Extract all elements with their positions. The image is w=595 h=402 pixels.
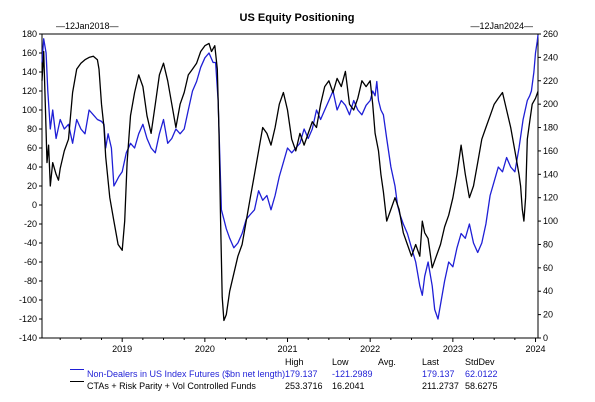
y-right-tick-label: 160 — [543, 146, 558, 156]
date-range-labels: —12Jan2018— —12Jan2024— — [56, 21, 533, 31]
plot-frame — [41, 33, 539, 339]
y-left-tick-label: -100 — [19, 295, 37, 305]
x-tick-label: 2020 — [195, 344, 215, 354]
y-left-tick-label: -20 — [24, 219, 37, 229]
y-right-tick-label: 260 — [543, 29, 558, 39]
y-left-tick-label: 0 — [32, 200, 37, 210]
y-left-tick-label: 20 — [27, 181, 37, 191]
series-lines — [41, 34, 539, 322]
y-axis-left: -140 -120 -100 -80 -60 -40 -20 0 20 40 60 80 100 120 1… — [19, 29, 42, 343]
y-left-tick-label: 100 — [22, 105, 37, 115]
y-left-tick-label: 120 — [22, 86, 37, 96]
y-right-tick-label: 140 — [543, 169, 558, 179]
legend-series-name: CTAs + Risk Parity + Vol Controlled Fund… — [87, 381, 256, 391]
legend-swatch-black — [70, 381, 84, 382]
x-tick-label: 2023 — [443, 344, 463, 354]
y-axis-right: 0 20 40 60 80 100 120 140 160 180 200 220 240 260 — [538, 29, 558, 343]
y-left-tick-label: 40 — [27, 162, 37, 172]
y-right-tick-label: 240 — [543, 52, 558, 62]
legend-row-ctas: CTAs + Risk Parity + Vol Controlled Fund… — [70, 381, 590, 393]
y-right-tick-label: 40 — [543, 286, 553, 296]
y-left-tick-label: -120 — [19, 314, 37, 324]
y-left-tick-label: -60 — [24, 257, 37, 267]
x-tick-label: 2024 — [526, 344, 546, 354]
y-left-tick-label: 60 — [27, 143, 37, 153]
y-right-tick-label: 20 — [543, 310, 553, 320]
y-right-tick-label: 200 — [543, 99, 558, 109]
y-right-tick-label: 120 — [543, 193, 558, 203]
y-left-tick-label: 160 — [22, 48, 37, 58]
stat-high: 253.3716 — [285, 381, 323, 391]
series-line-non-dealers — [41, 34, 539, 320]
header-avg: Avg. — [378, 357, 396, 367]
legend-swatch-blue — [70, 369, 84, 370]
header-high: High — [285, 357, 304, 367]
y-left-tick-label: -140 — [19, 333, 37, 343]
y-right-tick-label: 80 — [543, 239, 553, 249]
header-last: Last — [422, 357, 440, 367]
y-right-tick-label: 0 — [543, 333, 548, 343]
legend-table: High Low Avg. Last StdDev Non-Dealers in… — [70, 357, 590, 393]
end-date-label: —12Jan2024— — [470, 21, 533, 31]
x-axis: 2019 2020 2021 2022 2023 2024 — [59, 338, 546, 354]
y-left-tick-label: 80 — [27, 124, 37, 134]
stat-last: 211.2737 — [422, 381, 459, 391]
y-right-tick-label: 100 — [543, 216, 558, 226]
stat-high: 179.137 — [285, 369, 318, 379]
stat-last: 179.137 — [422, 369, 455, 379]
y-right-tick-label: 60 — [543, 263, 553, 273]
y-left-tick-label: 140 — [22, 67, 37, 77]
start-date-label: —12Jan2018— — [56, 21, 119, 31]
y-left-tick-label: -80 — [24, 276, 37, 286]
x-tick-label: 2019 — [112, 344, 132, 354]
legend-row-non-dealers: Non-Dealers in US Index Futures ($bn net… — [70, 369, 590, 381]
stat-low: -121.2989 — [332, 369, 373, 379]
stat-low: 16.2041 — [332, 381, 365, 391]
y-left-tick-label: -40 — [24, 238, 37, 248]
header-low: Low — [332, 357, 349, 367]
legend-header: High Low Avg. Last StdDev — [70, 357, 590, 369]
y-right-tick-label: 220 — [543, 76, 558, 86]
stat-stddev: 58.6275 — [465, 381, 498, 391]
series-line-ctas — [41, 42, 539, 322]
x-tick-label: 2022 — [360, 344, 380, 354]
plot-border — [41, 33, 539, 339]
y-left-tick-label: 180 — [22, 29, 37, 39]
chart-title: US Equity Positioning — [240, 12, 355, 24]
stat-stddev: 62.0122 — [465, 369, 498, 379]
y-right-tick-label: 180 — [543, 123, 558, 133]
legend-series-name: Non-Dealers in US Index Futures ($bn net… — [87, 369, 286, 379]
x-tick-label: 2021 — [278, 344, 298, 354]
header-stddev: StdDev — [465, 357, 495, 367]
